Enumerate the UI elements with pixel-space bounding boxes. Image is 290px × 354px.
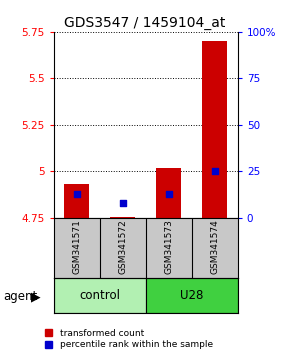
- Bar: [110, 217, 135, 218]
- Point: [166, 192, 171, 197]
- Point: [74, 192, 79, 197]
- Text: GDS3547 / 1459104_at: GDS3547 / 1459104_at: [64, 16, 226, 30]
- Bar: [146, 278, 238, 313]
- Bar: [202, 41, 227, 218]
- Bar: [64, 184, 89, 218]
- Text: control: control: [79, 289, 120, 302]
- Text: GSM341574: GSM341574: [210, 219, 219, 274]
- Point: [120, 200, 125, 206]
- Legend: transformed count, percentile rank within the sample: transformed count, percentile rank withi…: [45, 329, 213, 349]
- Text: GSM341572: GSM341572: [118, 219, 127, 274]
- Text: GSM341573: GSM341573: [164, 219, 173, 274]
- Text: agent: agent: [3, 290, 37, 303]
- Point: [213, 169, 217, 174]
- Bar: [156, 167, 182, 218]
- Bar: [54, 278, 146, 313]
- Text: GSM341571: GSM341571: [72, 219, 81, 274]
- Text: U28: U28: [180, 289, 204, 302]
- Text: ▶: ▶: [31, 290, 41, 303]
